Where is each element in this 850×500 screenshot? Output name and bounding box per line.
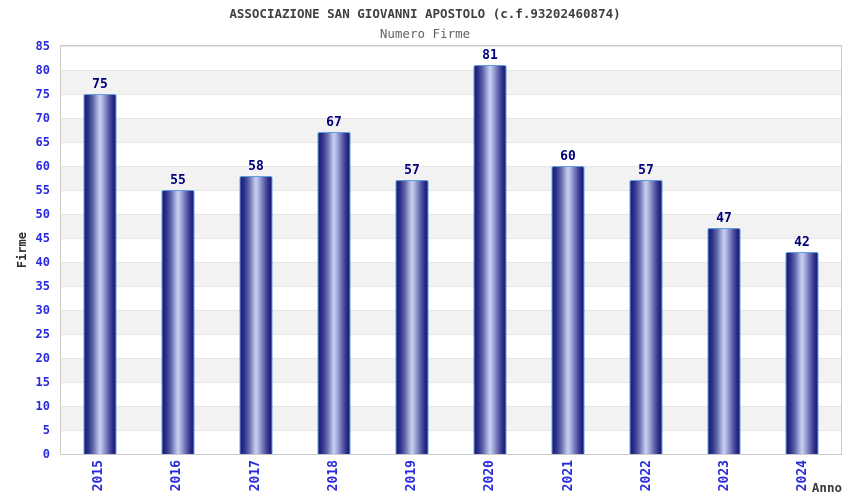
bar-value-label: 47 (716, 211, 732, 227)
bar-value-label: 42 (794, 235, 810, 251)
grid-band (61, 142, 841, 166)
bar-slot: 81 (451, 46, 529, 454)
x-tick-cell: 2018 (295, 460, 373, 491)
y-tick-label: 5 (42, 423, 50, 437)
bar-slot: 47 (685, 46, 763, 454)
x-tick-label: 2020 (482, 460, 498, 492)
y-tick-label: 80 (35, 63, 50, 77)
bar-value-label: 57 (404, 163, 420, 179)
grid-band (61, 430, 841, 454)
bar-value-label: 67 (326, 115, 342, 131)
y-tick-label: 75 (35, 87, 50, 101)
bar (161, 190, 195, 454)
x-tick-cell: 2023 (686, 460, 764, 491)
bar-slot: 60 (529, 46, 607, 454)
grid-band (61, 382, 841, 406)
x-axis-title: Anno (811, 480, 842, 495)
x-tick-cell: 2016 (138, 460, 216, 491)
chart-title: ASSOCIAZIONE SAN GIOVANNI APOSTOLO (c.f.… (229, 6, 621, 21)
bar-value-label: 81 (482, 48, 498, 64)
x-tick-label: 2022 (638, 460, 654, 492)
grid-band (61, 46, 841, 70)
x-axis-labels: 2015 2016 2017 2018 2019 2020 2021 2022 2023 2024 (60, 460, 842, 491)
y-tick-label: 25 (35, 327, 50, 341)
x-tick-cell: 2021 (529, 460, 607, 491)
y-tick-label: 65 (35, 135, 50, 149)
x-tick-label: 2015 (91, 460, 107, 492)
y-tick-label: 20 (35, 351, 50, 365)
grid-band (61, 286, 841, 310)
y-tick-label: 30 (35, 303, 50, 317)
y-tick-label: 0 (42, 447, 50, 461)
bar-slot: 67 (295, 46, 373, 454)
y-tick-label: 85 (35, 39, 50, 53)
bar-group: 75 55 58 67 57 81 60 57 47 42 (61, 46, 841, 454)
grid-band (61, 190, 841, 214)
bar-value-label: 55 (170, 173, 186, 189)
bar (551, 166, 585, 454)
y-axis-ticks: 0 5 10 15 20 25 30 35 40 45 50 55 60 65 70 75 80 85 (0, 40, 50, 460)
chart-subtitle: Numero Firme (379, 26, 471, 41)
bar-slot: 57 (607, 46, 685, 454)
bar-slot: 58 (217, 46, 295, 454)
x-tick-cell: 2019 (373, 460, 451, 491)
bar-slot: 75 (61, 46, 139, 454)
bar-value-label: 58 (248, 158, 264, 174)
x-tick-label: 2018 (325, 460, 341, 492)
y-tick-label: 55 (35, 183, 50, 198)
bar-slot: 42 (763, 46, 841, 454)
x-tick-label: 2024 (795, 460, 811, 492)
grid-band (61, 118, 841, 142)
bar (785, 252, 819, 454)
bar (707, 228, 741, 454)
bar-slot: 55 (139, 46, 217, 454)
grid-band (61, 70, 841, 94)
bar (629, 180, 663, 454)
y-tick-label: 15 (35, 375, 50, 389)
bar-value-label: 57 (638, 163, 654, 179)
x-tick-cell: 2017 (216, 460, 294, 491)
bar (473, 65, 507, 454)
x-tick-label: 2023 (716, 460, 732, 492)
bar (395, 180, 429, 454)
x-tick-label: 2019 (404, 460, 420, 492)
x-tick-label: 2016 (169, 460, 185, 492)
grid-band (61, 94, 841, 118)
x-tick-cell: 2015 (60, 460, 138, 491)
x-tick-label: 2021 (560, 460, 576, 492)
y-tick-label: 10 (35, 399, 50, 413)
plot-area: 75 55 58 67 57 81 60 57 47 42 (60, 45, 842, 455)
x-tick-label: 2017 (247, 460, 263, 492)
bar (317, 132, 351, 454)
bar-value-label: 60 (560, 149, 576, 165)
bar (239, 175, 273, 454)
y-tick-label: 35 (35, 279, 50, 293)
grid-band (61, 238, 841, 262)
bar-value-label: 75 (92, 77, 108, 93)
y-tick-label: 40 (35, 255, 50, 269)
y-tick-label: 50 (35, 207, 50, 221)
y-tick-label: 45 (35, 231, 50, 245)
y-tick-label: 60 (35, 159, 50, 173)
bar (83, 94, 117, 454)
y-tick-label: 70 (35, 111, 50, 125)
x-tick-cell: 2022 (607, 460, 685, 491)
x-tick-cell: 2020 (451, 460, 529, 491)
grid-band (61, 166, 841, 191)
grid-band (61, 334, 841, 358)
bar-slot: 57 (373, 46, 451, 454)
